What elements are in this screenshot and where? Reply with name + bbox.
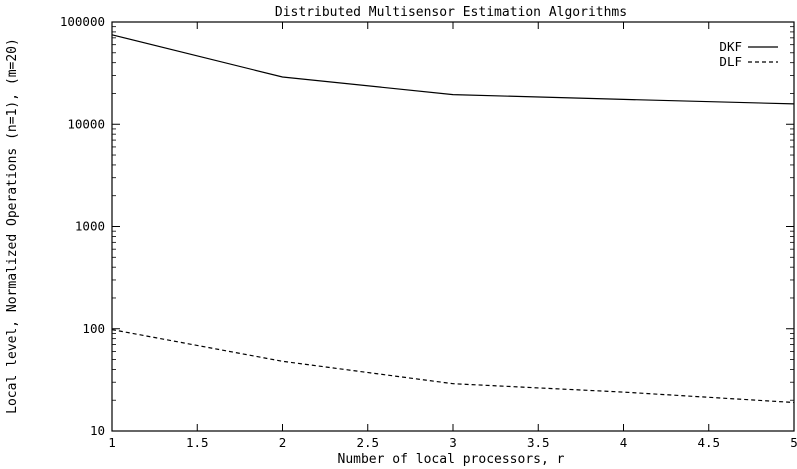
x-tick-label: 3 <box>449 435 457 450</box>
y-tick-label: 10000 <box>67 116 105 131</box>
x-tick-label: 2.5 <box>356 435 379 450</box>
x-tick-label: 5 <box>790 435 797 450</box>
x-axis-ticks: 1 1.5 2 2.5 3 3.5 4 4.5 5 <box>108 22 797 450</box>
series-lines <box>111 34 795 404</box>
x-axis-label: Number of local processors, r <box>338 452 565 467</box>
x-tick-label: 4 <box>620 435 628 450</box>
chart-title: Distributed Multisensor Estimation Algor… <box>275 5 627 20</box>
y-tick-label: 1000 <box>75 219 105 234</box>
y-tick-label: 100 <box>82 321 105 336</box>
x-tick-label: 4.5 <box>697 435 720 450</box>
y-axis-ticks: 10 100 1000 10000 100000 <box>60 14 794 438</box>
y-axis-label: Local level, Normalized Operations (n=1)… <box>5 38 20 414</box>
y-tick-label: 100000 <box>60 14 105 29</box>
series-line-dlf <box>111 329 795 404</box>
x-tick-label: 2 <box>279 435 287 450</box>
x-tick-label: 1 <box>108 435 116 450</box>
legend-label-dkf: DKF <box>719 39 742 54</box>
y-tick-label: 10 <box>90 423 105 438</box>
x-tick-label: 3.5 <box>527 435 550 450</box>
legend-label-dlf: DLF <box>719 54 742 69</box>
x-tick-label: 1.5 <box>186 435 209 450</box>
series-line-dkf <box>111 34 795 105</box>
plot-frame <box>111 21 795 432</box>
